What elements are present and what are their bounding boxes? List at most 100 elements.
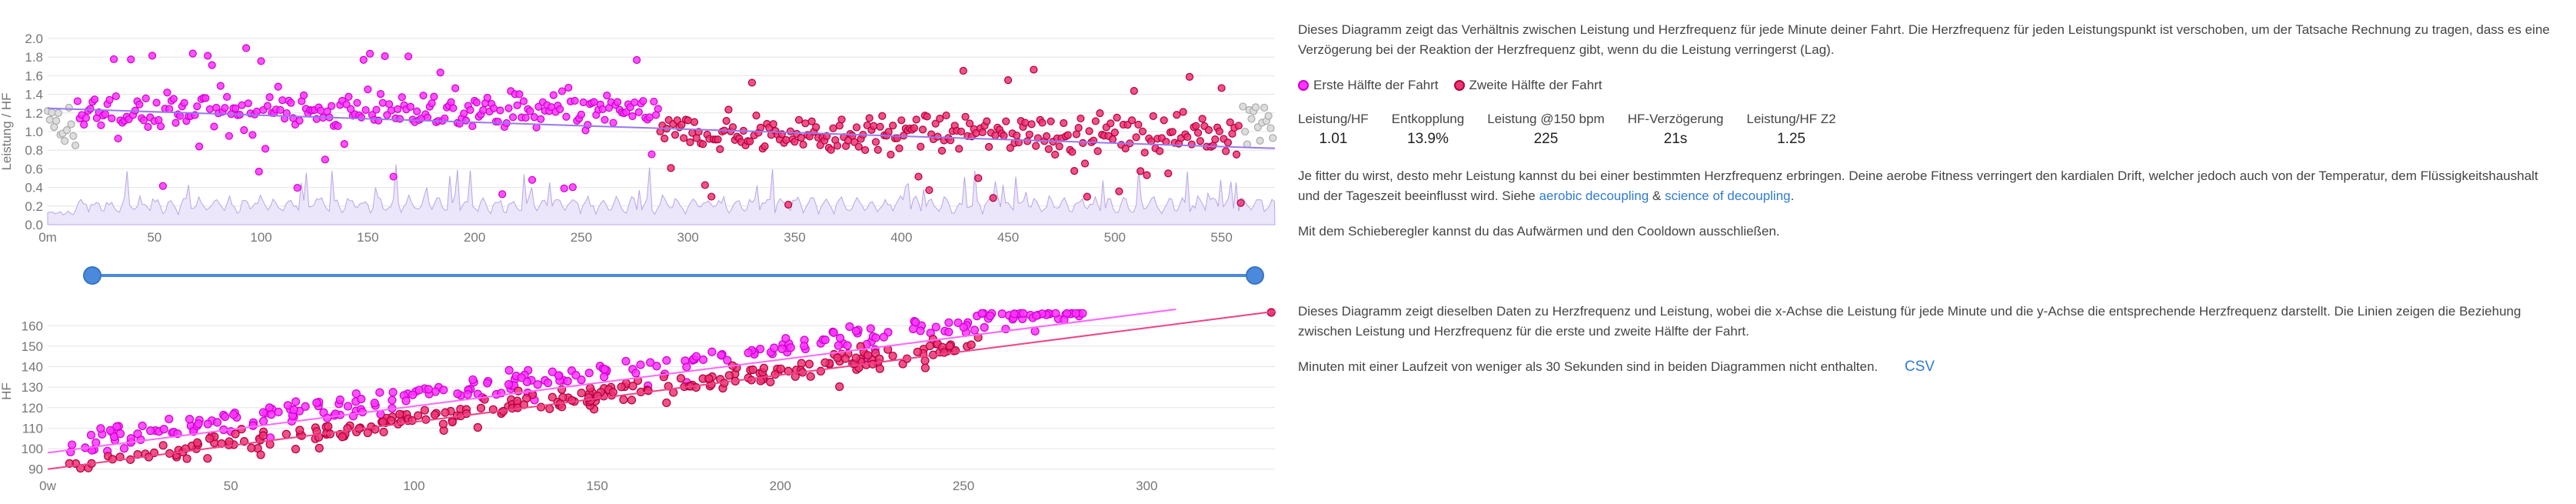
- range-slider[interactable]: [46, 260, 1264, 291]
- data-point: [716, 145, 724, 154]
- bottom-description: Dieses Diagramm zeigt dieselben Daten zu…: [1298, 304, 2521, 339]
- data-point: [1003, 76, 1013, 85]
- data-point: [394, 105, 402, 113]
- data-point: [728, 123, 737, 132]
- data-point: [989, 194, 997, 202]
- data-point: [609, 118, 617, 127]
- data-point: [619, 395, 628, 404]
- y-tick-label: 90: [28, 462, 43, 477]
- data-point: [912, 115, 920, 124]
- y-tick-label: 2.0: [25, 32, 43, 46]
- data-point: [180, 98, 188, 107]
- x-tick-label: 100: [250, 230, 271, 245]
- data-point: [321, 155, 329, 164]
- data-point: [265, 93, 274, 102]
- data-point: [221, 412, 230, 422]
- data-point: [439, 386, 448, 395]
- data-point: [314, 432, 324, 442]
- data-point: [970, 325, 979, 335]
- excluded-point: [1241, 127, 1250, 136]
- data-point: [1232, 150, 1241, 159]
- data-point: [1138, 127, 1147, 135]
- data-point: [639, 97, 647, 105]
- data-point: [554, 371, 564, 380]
- legend-first-half[interactable]: Erste Hälfte der Fahrt: [1298, 75, 1439, 95]
- data-point: [717, 350, 726, 360]
- data-point: [1211, 135, 1220, 144]
- data-point: [876, 122, 884, 131]
- data-point: [359, 55, 368, 64]
- slider-handle-start[interactable]: [83, 266, 102, 285]
- data-point: [252, 107, 261, 116]
- data-point: [97, 121, 105, 129]
- data-point: [536, 402, 546, 412]
- science-of-decoupling-link[interactable]: science of decoupling: [1664, 189, 1791, 203]
- data-point: [193, 438, 202, 447]
- data-point: [931, 322, 940, 332]
- data-point: [255, 167, 263, 176]
- data-point: [420, 406, 429, 415]
- data-point: [1071, 309, 1080, 318]
- slider-handle-end[interactable]: [1246, 266, 1264, 285]
- data-point: [138, 421, 147, 431]
- legend-second-half[interactable]: Zweite Hälfte der Fahrt: [1453, 75, 1602, 95]
- csv-link[interactable]: CSV: [1904, 359, 1935, 375]
- data-point: [105, 426, 115, 435]
- data-point: [231, 104, 240, 112]
- data-point: [127, 55, 135, 64]
- data-point: [977, 309, 987, 318]
- stat-value: 21s: [1663, 131, 1688, 147]
- data-point: [557, 87, 567, 95]
- data-point: [662, 355, 671, 365]
- data-point: [1223, 139, 1233, 147]
- data-point: [357, 113, 366, 122]
- data-point: [978, 128, 987, 137]
- data-point: [195, 142, 204, 151]
- data-point: [851, 326, 860, 335]
- data-point: [884, 128, 893, 136]
- data-point: [204, 52, 212, 60]
- ratio-chart: 0.0 0.2 0.4 0.6 0.8 1.0 1.2 1.4 1.6 1.8 2.0 0m 50 100…: [0, 32, 1277, 245]
- data-point: [690, 118, 699, 126]
- data-point: [560, 184, 568, 192]
- data-point: [1093, 147, 1102, 155]
- data-point: [1140, 149, 1149, 157]
- data-point: [925, 185, 934, 195]
- stat-value: 1.01: [1319, 131, 1348, 147]
- data-point: [760, 142, 769, 151]
- data-point: [1134, 120, 1143, 129]
- slider-track[interactable]: [91, 274, 1247, 277]
- data-point: [1019, 309, 1028, 318]
- data-point: [295, 426, 305, 435]
- data-point: [287, 98, 295, 107]
- data-point: [378, 98, 387, 107]
- aerobic-decoupling-link[interactable]: aerobic decoupling: [1539, 189, 1649, 203]
- legend: Erste Hälfte der Fahrt Zweite Hälfte der…: [1298, 75, 2559, 95]
- data-point: [519, 97, 528, 105]
- data-point: [108, 114, 116, 122]
- data-point: [96, 424, 105, 433]
- x-tick-label: 400: [890, 230, 912, 245]
- data-point: [82, 114, 91, 122]
- data-point: [537, 115, 545, 123]
- data-point: [628, 112, 637, 121]
- data-point: [395, 115, 404, 123]
- data-point: [786, 127, 795, 135]
- data-point: [782, 135, 790, 145]
- data-point: [229, 410, 238, 419]
- data-point: [448, 417, 457, 427]
- data-point: [895, 144, 904, 152]
- data-point: [1193, 129, 1203, 137]
- data-point: [276, 105, 285, 115]
- data-point: [419, 92, 428, 100]
- data-point: [871, 333, 880, 342]
- data-point: [790, 138, 799, 146]
- data-point: [109, 55, 118, 64]
- data-point: [414, 411, 423, 420]
- data-point: [203, 419, 212, 429]
- data-point: [466, 105, 474, 115]
- data-point: [585, 383, 595, 393]
- data-point: [848, 132, 857, 140]
- data-point: [406, 102, 414, 111]
- data-point: [436, 68, 444, 77]
